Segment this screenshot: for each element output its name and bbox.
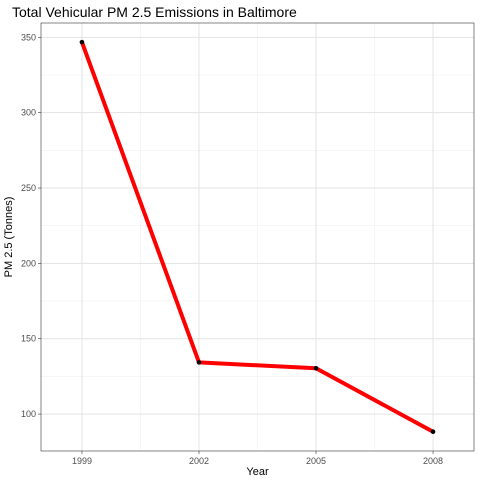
y-tick-label: 300: [21, 108, 36, 118]
y-axis-title: PM 2.5 (Tonnes): [3, 197, 15, 278]
x-tick-label: 2008: [423, 456, 443, 466]
series-line: [80, 41, 434, 434]
major-gridlines: [41, 23, 474, 451]
plot-panel-border: [40, 22, 475, 452]
data-point-1999: [79, 39, 85, 45]
y-tick-label: 200: [21, 258, 36, 268]
y-axis: 100 150 200 250 300 350: [21, 32, 41, 419]
data-point-2002: [196, 360, 202, 365]
data-point-2008: [430, 429, 436, 435]
chart-title: Total Vehicular PM 2.5 Emissions in Balt…: [12, 4, 297, 20]
data-point-2005: [313, 365, 319, 371]
y-tick-label: 100: [21, 409, 36, 419]
x-tick-label: 2002: [189, 456, 209, 466]
y-tick-label: 250: [21, 183, 36, 193]
series-layer: [79, 39, 436, 435]
minor-gridlines: [41, 23, 474, 451]
x-tick-label: 2005: [306, 456, 326, 466]
x-axis: 1999 2002 2005 2008: [72, 451, 443, 466]
x-axis-title: Year: [246, 466, 269, 478]
y-tick-label: 350: [21, 32, 36, 42]
y-tick-label: 150: [21, 334, 36, 344]
x-tick-label: 1999: [72, 456, 92, 466]
